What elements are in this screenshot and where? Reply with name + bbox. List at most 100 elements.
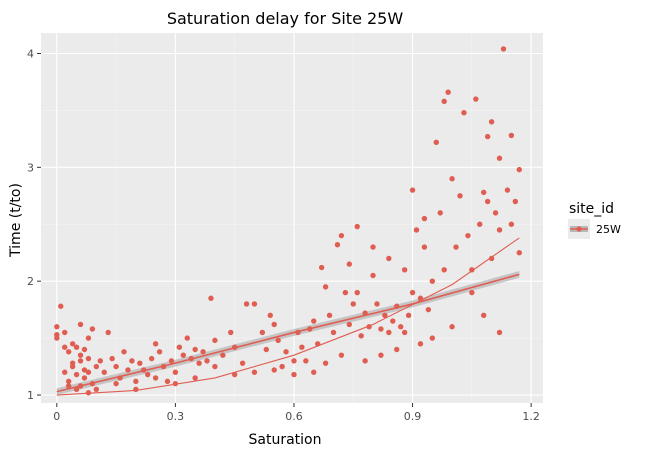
data-point	[228, 329, 234, 336]
data-point	[204, 358, 210, 364]
data-point	[465, 232, 471, 239]
data-point	[362, 310, 368, 316]
data-point	[212, 363, 218, 370]
data-point	[291, 358, 297, 364]
data-point	[496, 227, 503, 233]
data-point	[386, 329, 392, 336]
data-point	[65, 349, 72, 355]
data-point	[168, 358, 175, 364]
data-point	[338, 232, 345, 239]
data-point	[338, 352, 345, 358]
data-point	[346, 261, 353, 267]
data-point	[370, 272, 376, 279]
data-point	[148, 355, 155, 362]
data-point	[54, 324, 60, 330]
data-point	[417, 341, 424, 347]
data-point	[386, 255, 392, 262]
data-point	[496, 155, 503, 161]
chart-title: Saturation delay for Site 25W	[167, 9, 404, 28]
data-point	[401, 267, 408, 273]
data-point	[243, 301, 250, 307]
data-point	[180, 352, 186, 358]
data-point	[303, 358, 309, 364]
data-point	[164, 378, 171, 385]
data-point	[117, 375, 123, 381]
data-point	[390, 318, 396, 324]
data-point	[62, 369, 68, 375]
data-point	[461, 109, 467, 116]
data-point	[192, 375, 198, 381]
data-points	[54, 46, 522, 396]
data-point	[85, 369, 92, 375]
data-point	[212, 337, 218, 344]
data-point	[516, 166, 522, 173]
data-point	[77, 383, 84, 389]
data-point	[394, 346, 400, 353]
data-point	[481, 189, 487, 196]
data-point	[129, 358, 135, 364]
data-point	[121, 349, 127, 355]
data-point	[89, 326, 96, 332]
data-point	[160, 363, 167, 370]
data-point	[314, 341, 321, 347]
data-point	[488, 119, 495, 125]
data-point	[354, 289, 360, 296]
data-point	[334, 242, 341, 248]
data-point	[137, 360, 143, 366]
data-point	[516, 250, 522, 256]
axis-ticks: 0 0.3 0.6 0.9 1.2 1 2 3 4	[27, 47, 540, 423]
x-tick-label: 1.2	[522, 410, 540, 423]
data-point	[394, 303, 400, 309]
data-point	[97, 358, 103, 364]
y-tick-label: 1	[27, 389, 34, 402]
data-point	[271, 321, 277, 328]
data-point	[239, 360, 246, 366]
data-point	[77, 358, 84, 364]
data-point	[275, 337, 281, 344]
data-point	[469, 289, 475, 296]
data-point	[405, 312, 412, 319]
data-point	[366, 324, 372, 330]
trend-line-linear	[56, 273, 520, 393]
data-point	[231, 344, 238, 350]
data-point	[231, 371, 238, 378]
data-point	[93, 363, 100, 370]
y-tick-label: 3	[27, 161, 34, 174]
data-point	[172, 369, 179, 375]
data-point	[441, 267, 447, 273]
data-point	[421, 244, 428, 250]
data-point	[354, 223, 360, 230]
data-point	[208, 295, 214, 301]
data-point	[65, 383, 72, 389]
data-point	[85, 335, 92, 341]
data-point	[322, 284, 329, 290]
data-point	[279, 363, 285, 370]
data-point	[69, 341, 76, 347]
data-point	[496, 329, 503, 336]
data-point	[105, 329, 111, 336]
data-point	[382, 312, 388, 319]
data-point	[508, 132, 515, 139]
data-point	[449, 176, 455, 182]
data-point	[251, 301, 258, 307]
data-point	[251, 369, 258, 375]
data-point	[283, 349, 289, 355]
data-point	[113, 363, 119, 370]
legend-key-point	[576, 226, 582, 232]
data-point	[77, 321, 84, 328]
data-point	[73, 386, 80, 393]
data-point	[81, 375, 88, 381]
data-point	[378, 352, 384, 358]
data-point	[492, 210, 499, 216]
data-point	[176, 344, 183, 350]
data-point	[152, 341, 159, 347]
data-point	[429, 278, 436, 284]
data-point	[401, 329, 408, 336]
data-point	[263, 346, 270, 353]
data-point	[421, 215, 428, 222]
data-point	[508, 221, 515, 227]
data-point	[484, 133, 491, 140]
data-point	[152, 375, 159, 381]
data-point	[362, 358, 368, 364]
x-tick-label: 0.6	[285, 410, 303, 423]
